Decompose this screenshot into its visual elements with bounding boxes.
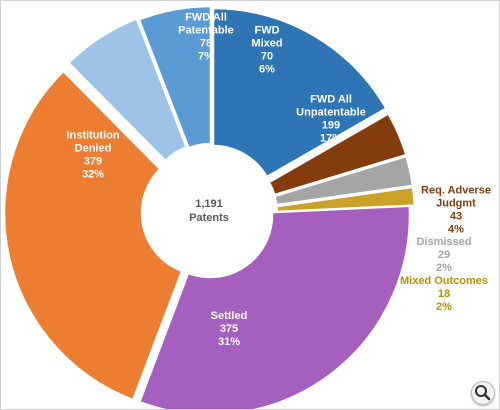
zoom-button[interactable] <box>471 381 495 405</box>
slice-label-line: FWD All <box>185 12 227 24</box>
slice-label-line: Settled <box>211 310 248 322</box>
slice-label-line: 31% <box>218 336 240 348</box>
pie-slice[interactable] <box>211 6 389 179</box>
slice-label: Institution Denied 379 32% <box>66 130 119 181</box>
slice-label-line: FWD All <box>310 94 352 106</box>
slice-label-line: Patentable <box>178 25 234 37</box>
slice-label-line: 17% <box>320 133 342 145</box>
slice-label: Settled 375 31% <box>211 310 248 348</box>
slice-label-line: Judgmt <box>436 198 476 210</box>
slice-label-line: 379 <box>84 156 102 168</box>
slice-label: Mixed Outcomes 18 2% <box>400 275 488 313</box>
slice-label: Dismissed 29 2% <box>416 236 471 274</box>
slice-label-line: 70 <box>261 51 273 63</box>
slice-label: FWD Mixed 70 6% <box>251 25 282 76</box>
slice-label-line: Mixed Outcomes <box>400 275 488 287</box>
center-label: 1,191 <box>195 198 223 210</box>
magnifier-icon <box>475 385 491 401</box>
slice-label-line: Unpatentable <box>296 107 366 119</box>
slice-label-line: Institution <box>66 130 119 142</box>
slice-label: Req. Adverse Judgmt 43 4% <box>421 185 491 236</box>
slice-label-line: 18 <box>438 288 450 300</box>
slice-label-line: 199 <box>322 120 340 132</box>
slice-label-line: 32% <box>82 169 104 181</box>
donut-hole <box>148 150 270 272</box>
pie-slice[interactable] <box>137 204 412 409</box>
slice-label-line: Mixed <box>251 38 282 50</box>
slice-label-line: 78 <box>200 38 212 50</box>
slice-label: FWD All Unpatentable 199 17% <box>296 94 366 145</box>
slice-label-line: 2% <box>436 301 452 313</box>
slice-label-line: FWD <box>254 25 279 37</box>
slice-label-line: Denied <box>75 143 112 155</box>
slice-label-line: 2% <box>436 262 452 274</box>
slice-label-line: Req. Adverse <box>421 185 491 197</box>
slice-label-line: Dismissed <box>416 236 471 248</box>
slice-label-line: 375 <box>220 323 238 335</box>
slice-label-line: 29 <box>438 249 450 261</box>
slice-label-line: 6% <box>259 64 275 76</box>
slice-label-line: 43 <box>450 211 462 223</box>
pie-slice[interactable] <box>137 4 213 150</box>
pie-slice[interactable] <box>2 69 184 402</box>
center-label: Patents <box>189 212 229 224</box>
slice-label-line: 4% <box>448 224 464 236</box>
slice-label-line: 7% <box>198 51 214 63</box>
slice-label: FWD All Patentable 78 7% <box>178 12 234 63</box>
pie-slice[interactable] <box>66 16 189 163</box>
